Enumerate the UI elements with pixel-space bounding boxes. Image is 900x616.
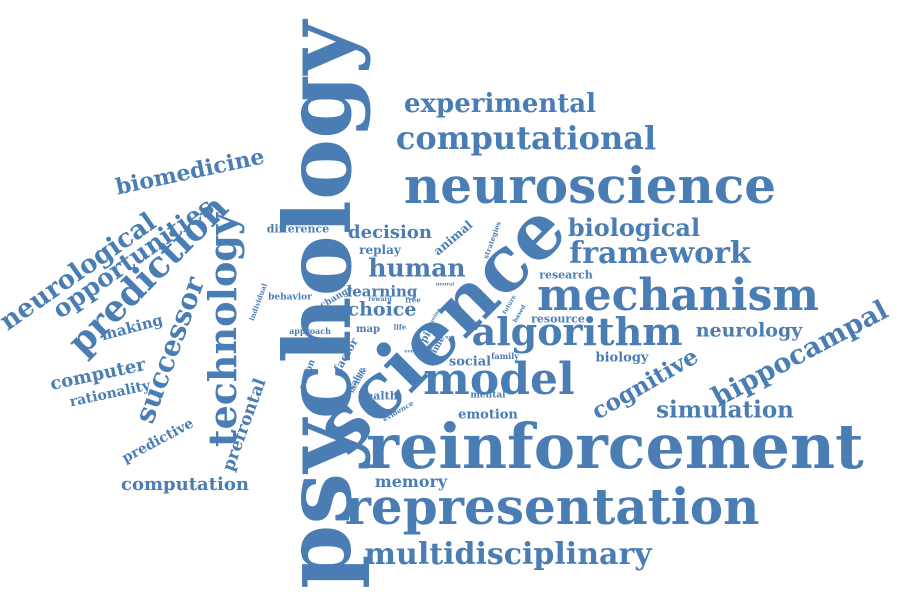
word-reinforcement: reinforcement	[366, 410, 864, 483]
word-emotion: emotion	[458, 407, 518, 423]
word-neural: neural	[435, 281, 455, 288]
word-human: human	[368, 253, 466, 283]
word-learning: learning	[346, 282, 418, 301]
word-representation: representation	[344, 477, 760, 536]
word-memory: memory	[374, 472, 448, 491]
word-difference: difference	[266, 222, 330, 236]
word-approach: approach	[289, 326, 331, 336]
word-choice: choice	[347, 298, 417, 321]
word-mental: mental	[470, 390, 506, 401]
word-behavior: behavior	[268, 292, 312, 303]
word-free: free	[405, 295, 421, 305]
word-reward: reward	[368, 296, 392, 303]
word-biomedicine: biomedicine	[113, 143, 267, 201]
word-neurology: neurology	[695, 319, 803, 342]
word-technology: technology	[200, 213, 245, 447]
word-framework: framework	[569, 236, 751, 271]
word-health: health	[358, 389, 398, 403]
word-neuroscience: neuroscience	[403, 156, 777, 215]
word-use: use	[445, 334, 455, 341]
word-experimental: experimental	[403, 89, 597, 119]
word-replay: replay	[359, 243, 401, 257]
word-computational: computational	[395, 119, 657, 157]
word-life: life	[393, 322, 407, 332]
word-biological: biological	[567, 213, 701, 242]
word-biology: biology	[595, 350, 649, 366]
word-multidisciplinary: multidisciplinary	[364, 537, 652, 572]
word-model: model	[423, 354, 575, 405]
word-mechanism: mechanism	[537, 270, 819, 321]
word-family: family	[491, 351, 519, 361]
word-event: event	[404, 348, 420, 355]
word-resource: resource	[531, 312, 585, 326]
word-research: research	[539, 268, 593, 282]
word-algorithm: algorithm	[471, 309, 683, 354]
word-computation: computation	[121, 474, 249, 495]
word-social: social	[448, 354, 492, 370]
word-map: map	[355, 324, 381, 335]
word-decision: decision	[348, 222, 432, 243]
word-simulation: simulation	[656, 396, 794, 424]
